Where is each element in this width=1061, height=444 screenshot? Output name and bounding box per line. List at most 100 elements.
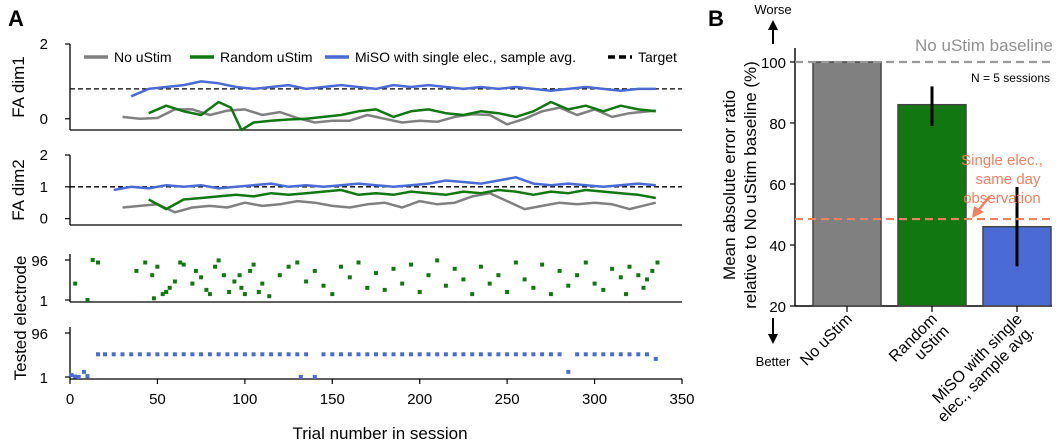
- panel-a-xtick-label: 300: [582, 391, 607, 408]
- dim2-series-no_ustim: [122, 191, 657, 214]
- miso-electrode-point: [242, 352, 247, 357]
- miso-electrode-point: [312, 375, 317, 379]
- better-arrow-head: [768, 334, 778, 344]
- miso-electrode-point: [478, 352, 483, 357]
- random-electrode-point: [304, 279, 309, 284]
- bar-ytick-label: 40: [769, 238, 786, 255]
- miso-electrode-point: [295, 352, 300, 357]
- annotation-line-2: same day: [975, 171, 1041, 188]
- miso-electrode-point: [330, 352, 335, 357]
- miso-electrode-point: [339, 352, 343, 357]
- miso-electrode-point: [181, 352, 186, 357]
- dim1-ylabel: FA dim1: [9, 56, 28, 117]
- random-electrode-point: [330, 292, 335, 297]
- miso-electrode-point: [216, 352, 221, 357]
- miso-electrode-point: [583, 352, 588, 357]
- random-electrode-point: [221, 273, 226, 278]
- random-electrode-point: [655, 260, 660, 265]
- miso-electrode-point: [636, 352, 641, 357]
- random-electrode-point: [286, 264, 291, 269]
- miso-electrode-point: [505, 352, 510, 357]
- random-electrode-point: [277, 273, 282, 278]
- miso-electrode-point: [304, 352, 309, 357]
- random-electrode-point: [143, 260, 148, 265]
- random-electrode-point: [513, 260, 518, 265]
- miso-electrode-point: [111, 352, 116, 357]
- miso-electrode-point: [496, 352, 501, 357]
- random-electrode-point: [592, 281, 597, 286]
- better-label: Better: [756, 354, 791, 369]
- miso-electrode-point: [382, 352, 387, 357]
- random-electrode-point: [73, 281, 78, 286]
- dim2-series-random_ustim: [148, 188, 657, 211]
- dim1-series-no_ustim: [122, 106, 656, 126]
- miso-electrode-point: [347, 352, 352, 357]
- random-electrode-point: [204, 287, 209, 292]
- miso-electrode-point: [356, 352, 361, 357]
- miso-electrode-point: [234, 352, 239, 357]
- random-electrode-point: [167, 285, 172, 290]
- random-electrode-point: [242, 292, 247, 297]
- miso-electrode-point: [76, 375, 81, 379]
- random-electrode-point: [312, 268, 317, 273]
- random-electrode-point: [134, 268, 139, 273]
- random-electrode-point: [96, 260, 100, 265]
- random-electrode-point: [426, 273, 431, 278]
- legend-label-miso: MiSO with single elec., sample avg.: [355, 49, 576, 65]
- panel-a-xtick-label: 50: [149, 391, 166, 408]
- miso-electrode-point: [120, 352, 125, 357]
- random-electrode-point: [531, 285, 536, 290]
- random-electrode-ytick-label: 96: [31, 253, 48, 270]
- miso-electrode-point: [155, 352, 160, 357]
- random-electrode-point: [645, 277, 649, 282]
- random-electrode-point: [601, 287, 606, 292]
- random-electrode-point: [193, 268, 198, 273]
- random-electrode-point: [636, 273, 641, 278]
- random-electrode-point: [237, 273, 242, 278]
- random-electrode-point: [618, 275, 623, 280]
- miso-electrode-point: [225, 352, 230, 357]
- random-electrode-plot: 1 96: [31, 253, 682, 310]
- miso-electrode-point: [470, 352, 475, 357]
- random-electrode-point: [227, 290, 232, 294]
- dim2-ylabel: FA dim2: [9, 159, 28, 220]
- random-electrode-point: [443, 283, 448, 288]
- random-electrode-point: [548, 292, 553, 297]
- panel-a-xtick-label: 100: [232, 391, 257, 408]
- miso-electrode-point: [374, 352, 378, 357]
- annotation-arrow-head: [972, 206, 984, 218]
- worse-arrow-head: [768, 20, 778, 30]
- random-electrode-point: [239, 285, 244, 290]
- random-electrode-point: [295, 260, 300, 265]
- random-electrode-point: [557, 268, 562, 273]
- miso-electrode-point: [286, 352, 291, 357]
- random-electrode-point: [155, 264, 160, 269]
- panel-a-letter: A: [8, 6, 24, 31]
- random-electrode-point: [461, 277, 466, 282]
- miso-electrode-point: [85, 374, 90, 379]
- random-electrode-point: [207, 292, 212, 297]
- miso-electrode-point: [548, 352, 553, 357]
- bar-1: [897, 103, 967, 307]
- ylabel-b-line-1: Mean absolute error ratio: [720, 90, 739, 280]
- random-electrode-point: [160, 292, 165, 297]
- miso-electrode-point: [207, 352, 212, 357]
- random-electrode-point: [260, 281, 265, 286]
- miso-electrode-point: [653, 356, 658, 361]
- bar-ytick-label: 20: [769, 299, 786, 316]
- dim2-ytick-label: 0: [40, 211, 48, 228]
- miso-electrode-point: [69, 373, 74, 378]
- n-sessions-label: N = 5 sessions: [971, 71, 1050, 85]
- panel-a-x-label: Trial number in session: [292, 424, 467, 443]
- miso-electrode-point: [277, 352, 282, 357]
- random-electrode-point: [650, 268, 655, 273]
- dim2-series-miso: [113, 176, 656, 192]
- random-electrode-ytick-label: 1: [40, 293, 48, 310]
- random-electrode-point: [374, 271, 378, 276]
- dim2-ytick-label: 1: [40, 179, 48, 196]
- dim1-series-miso: [130, 80, 656, 98]
- dim2-ytick-label: 2: [40, 147, 48, 164]
- random-electrode-point: [417, 290, 422, 294]
- random-electrode-point: [496, 273, 501, 278]
